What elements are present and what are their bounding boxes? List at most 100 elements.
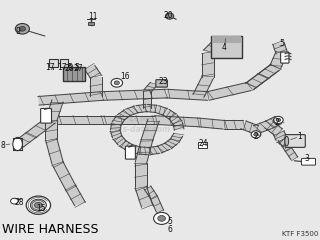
Text: 17: 17 [58,63,67,72]
Circle shape [276,118,281,122]
Text: WIRE HARNESS: WIRE HARNESS [2,223,98,236]
Text: 15: 15 [36,204,46,213]
Polygon shape [198,118,225,129]
Polygon shape [284,148,298,160]
Polygon shape [278,138,292,150]
Text: 3: 3 [305,154,310,163]
FancyBboxPatch shape [285,135,305,147]
Ellipse shape [13,137,22,151]
FancyBboxPatch shape [211,36,242,58]
FancyBboxPatch shape [49,59,58,67]
Polygon shape [173,122,184,130]
Polygon shape [112,116,125,125]
FancyBboxPatch shape [281,52,289,63]
Circle shape [15,24,29,34]
Circle shape [19,26,26,31]
Text: 11: 11 [88,12,98,21]
Polygon shape [58,116,102,124]
Polygon shape [84,65,101,79]
Polygon shape [125,106,139,116]
Text: 20: 20 [163,11,173,20]
Text: 28: 28 [64,64,74,73]
Polygon shape [166,89,208,100]
Polygon shape [117,110,131,120]
Text: KTF F3500: KTF F3500 [282,231,318,237]
FancyBboxPatch shape [212,36,241,43]
Polygon shape [193,75,213,97]
Circle shape [254,133,258,136]
FancyBboxPatch shape [125,146,135,159]
Text: 2: 2 [254,132,258,141]
FancyBboxPatch shape [41,108,52,123]
Polygon shape [144,82,157,93]
Text: 8: 8 [1,141,5,150]
Text: 27: 27 [74,64,83,73]
Polygon shape [153,116,199,127]
Polygon shape [45,138,63,164]
Circle shape [114,81,119,85]
Circle shape [158,216,165,221]
Polygon shape [119,140,133,150]
FancyBboxPatch shape [301,158,316,165]
Polygon shape [46,100,63,121]
Polygon shape [135,186,153,207]
Circle shape [35,202,42,208]
Polygon shape [169,115,182,125]
Polygon shape [15,131,36,147]
Polygon shape [258,64,279,80]
Polygon shape [113,135,126,145]
Polygon shape [65,186,85,206]
Polygon shape [206,82,251,100]
Polygon shape [204,41,222,55]
Polygon shape [265,122,283,135]
Polygon shape [270,51,287,69]
FancyBboxPatch shape [156,80,167,87]
Polygon shape [144,186,157,198]
Text: 16: 16 [120,72,130,81]
Polygon shape [155,106,168,115]
Circle shape [274,116,283,124]
Polygon shape [143,91,151,108]
Polygon shape [170,133,183,143]
Polygon shape [38,92,103,105]
Text: 5: 5 [167,217,172,227]
Polygon shape [157,143,170,153]
Polygon shape [245,64,279,90]
Polygon shape [164,138,178,149]
Text: 5: 5 [74,63,79,72]
Polygon shape [241,121,259,133]
Polygon shape [136,104,147,113]
Circle shape [30,199,46,211]
FancyBboxPatch shape [13,138,22,150]
Polygon shape [90,77,102,96]
Text: 4: 4 [221,43,227,53]
Text: 24: 24 [198,139,208,149]
FancyBboxPatch shape [63,67,85,81]
Circle shape [11,198,18,204]
Text: 9: 9 [16,27,21,36]
Polygon shape [52,162,76,189]
Polygon shape [224,120,243,129]
Circle shape [165,13,174,19]
Text: 5: 5 [279,39,284,48]
Polygon shape [148,146,160,155]
Polygon shape [202,53,214,77]
Polygon shape [163,109,176,120]
Circle shape [26,196,51,214]
Polygon shape [102,116,154,124]
Polygon shape [253,121,271,133]
Polygon shape [146,104,157,113]
FancyBboxPatch shape [198,142,207,148]
Text: 28: 28 [14,198,24,207]
Ellipse shape [285,136,289,146]
Circle shape [154,212,170,224]
Text: 1: 1 [297,132,301,141]
Polygon shape [245,74,267,90]
Polygon shape [277,136,292,147]
Polygon shape [45,120,57,139]
Polygon shape [273,131,287,141]
Polygon shape [139,147,149,155]
Polygon shape [110,123,121,131]
Polygon shape [266,116,282,128]
Polygon shape [135,138,153,164]
